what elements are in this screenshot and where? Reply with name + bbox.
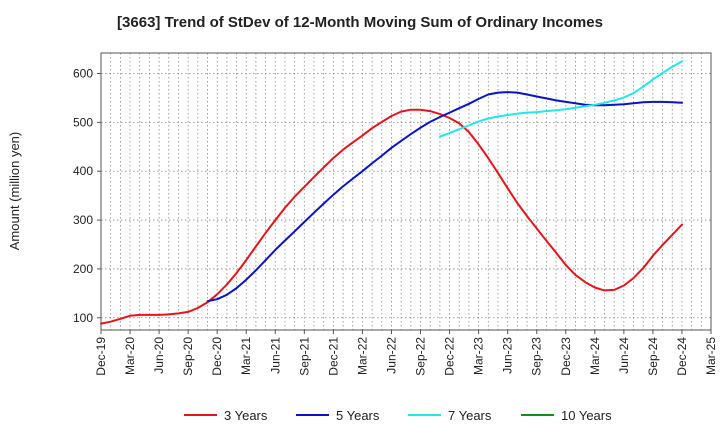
x-tick-label: Sep-22 [414,337,428,376]
legend-label-10-years: 10 Years [561,408,612,423]
x-tick-label: Mar-22 [355,337,369,375]
y-axis-title: Amount (million yen) [7,132,22,251]
grid-layer [101,53,711,330]
x-axis: Dec-19 Mar-20 Jun-20 Sep-20 Dec-20 Mar-21 Jun-… [94,330,718,376]
x-tick-label: Mar-21 [239,337,253,375]
x-tick-label: Jun-21 [268,337,282,374]
legend: 3 Years 5 Years 7 Years 10 Years [184,408,612,423]
legend-label-5-years: 5 Years [336,408,380,423]
legend-label-3-years: 3 Years [224,408,268,423]
x-tick-label: Mar-24 [588,337,602,375]
chart-title: [3663] Trend of StDev of 12-Month Moving… [117,14,603,31]
x-tick-label: Mar-23 [472,337,486,375]
x-tick-label: Sep-21 [297,337,311,376]
x-tick-label: Jun-20 [152,337,166,374]
y-tick-label: 300 [73,213,93,227]
x-tick-label: Dec-23 [559,337,573,376]
y-tick-label: 600 [73,67,93,81]
x-tick-label: Jun-23 [501,337,515,374]
plot-frame [100,52,712,331]
series-line-3-years [100,108,683,325]
x-tick-label: Dec-20 [210,337,224,376]
x-tick-label: Dec-21 [326,337,340,376]
series-layer [100,60,683,325]
x-tick-label: Sep-24 [646,337,660,376]
y-tick-label: 400 [73,164,93,178]
x-tick-label: Sep-23 [530,337,544,376]
x-tick-label: Jun-24 [617,337,631,374]
y-axis: 100 200 300 400 500 600 [73,67,101,325]
y-tick-label: 100 [73,311,93,325]
series-line-7-years [439,60,683,138]
legend-label-7-years: 7 Years [448,408,492,423]
x-tick-label: Dec-19 [94,337,108,376]
x-tick-label: Dec-24 [675,337,689,376]
x-tick-label: Sep-20 [181,337,195,376]
x-tick-label: Jun-22 [384,337,398,374]
y-tick-label: 500 [73,115,93,129]
x-tick-label: Mar-20 [123,337,137,375]
series-line-5-years [206,91,683,303]
x-tick-label: Mar-25 [704,337,718,375]
y-tick-label: 200 [73,262,93,276]
x-tick-label: Dec-22 [443,337,457,376]
